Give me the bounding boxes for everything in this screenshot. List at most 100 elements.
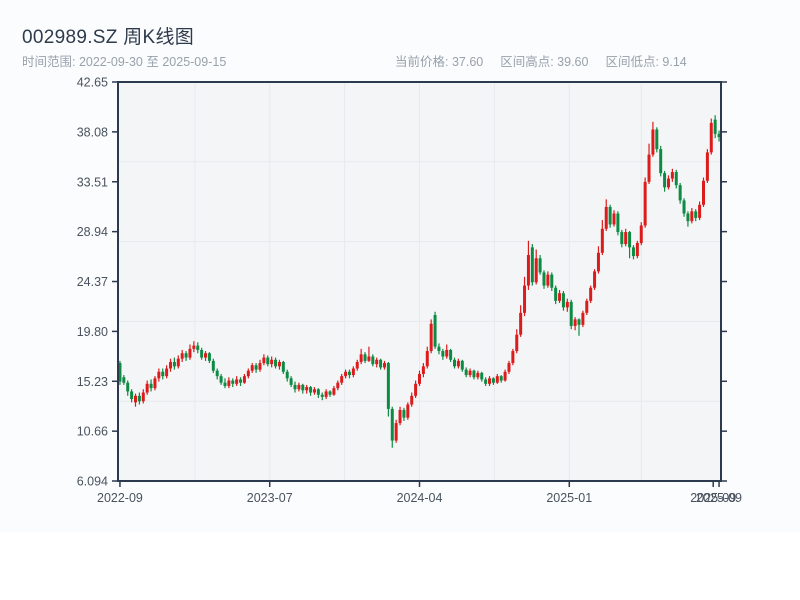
candle bbox=[678, 182, 682, 204]
candle bbox=[491, 377, 495, 385]
y-tick-label: 6.094 bbox=[77, 475, 108, 489]
candle-body bbox=[600, 228, 604, 253]
candle-body bbox=[410, 395, 414, 405]
candle bbox=[394, 419, 398, 443]
candle bbox=[359, 348, 363, 365]
candle bbox=[344, 369, 348, 379]
candle-body bbox=[309, 387, 313, 393]
candle bbox=[281, 360, 285, 374]
candle bbox=[449, 348, 453, 362]
candle-body bbox=[351, 368, 355, 376]
candle-body bbox=[390, 408, 394, 441]
candle-body bbox=[593, 271, 597, 288]
candle-body bbox=[332, 388, 336, 395]
candle bbox=[596, 246, 600, 274]
candle-body bbox=[355, 361, 359, 369]
candle-body bbox=[359, 354, 363, 362]
candle bbox=[472, 369, 476, 380]
candle-body bbox=[312, 389, 316, 393]
candle bbox=[523, 276, 527, 317]
candle bbox=[363, 352, 367, 364]
x-tick-label: 2025-09 bbox=[690, 491, 736, 505]
candle-body bbox=[484, 379, 488, 384]
candle-body bbox=[188, 348, 192, 358]
candle-body bbox=[581, 312, 585, 325]
candle bbox=[425, 346, 429, 369]
candle bbox=[612, 210, 616, 227]
candle-body bbox=[320, 394, 324, 397]
candle-body bbox=[698, 204, 702, 218]
candle bbox=[367, 346, 371, 362]
candle bbox=[157, 368, 161, 382]
y-tick-label: 24.37 bbox=[77, 275, 108, 289]
candle bbox=[161, 368, 165, 380]
candle-body bbox=[616, 213, 620, 233]
candle bbox=[351, 366, 355, 378]
candle-body bbox=[437, 346, 441, 352]
candle-body bbox=[371, 356, 375, 365]
candle bbox=[165, 365, 169, 379]
candle-body bbox=[569, 301, 573, 326]
candle bbox=[651, 121, 655, 157]
candle bbox=[196, 342, 200, 354]
candle-body bbox=[122, 377, 126, 383]
candle bbox=[336, 380, 340, 391]
candle-body bbox=[690, 211, 694, 222]
candle bbox=[616, 211, 620, 236]
candle bbox=[593, 269, 597, 290]
candle-body bbox=[340, 376, 344, 383]
candle-body bbox=[503, 371, 507, 381]
candle bbox=[379, 358, 383, 370]
candle bbox=[674, 169, 678, 189]
candle-body bbox=[663, 173, 667, 188]
candle bbox=[511, 348, 515, 366]
candle bbox=[390, 406, 394, 448]
y-tick-label: 19.80 bbox=[77, 325, 108, 339]
candle bbox=[569, 299, 573, 330]
candle bbox=[480, 371, 484, 382]
candle-body bbox=[561, 293, 565, 308]
candle bbox=[134, 393, 138, 407]
candle bbox=[639, 222, 643, 246]
candle-body bbox=[511, 351, 515, 364]
candle bbox=[631, 245, 635, 260]
y-tick-label: 15.23 bbox=[77, 375, 108, 389]
candle-body bbox=[546, 274, 550, 286]
candle bbox=[581, 310, 585, 328]
candle bbox=[270, 356, 274, 368]
candle bbox=[332, 385, 336, 396]
candle-body bbox=[425, 351, 429, 367]
candle bbox=[698, 201, 702, 221]
candle bbox=[561, 291, 565, 311]
candle-body bbox=[519, 312, 523, 335]
candle-body bbox=[694, 211, 698, 218]
candle-body bbox=[363, 354, 367, 361]
candle-body bbox=[453, 359, 457, 367]
y-tick-label: 28.94 bbox=[77, 225, 108, 239]
candle bbox=[484, 377, 488, 386]
candle-body bbox=[414, 383, 418, 396]
price-stats: 当前价格: 37.60 区间高点: 39.60 区间低点: 9.14 bbox=[395, 51, 687, 70]
candle-body bbox=[211, 360, 215, 371]
candle-body bbox=[180, 353, 184, 359]
candle-body bbox=[643, 181, 647, 226]
candle bbox=[663, 170, 667, 192]
candle-body bbox=[577, 319, 581, 325]
candle-body bbox=[449, 349, 453, 360]
candle bbox=[713, 115, 717, 139]
candle-body bbox=[565, 301, 569, 308]
candle-body bbox=[223, 382, 227, 386]
candle bbox=[538, 254, 542, 275]
candle-body bbox=[441, 351, 445, 357]
tick-labels: 42.65 38.08 33.51 28.94 24.37 19.80 15.23 10.66… bbox=[77, 76, 742, 506]
candle bbox=[456, 358, 460, 369]
candle-body bbox=[515, 334, 519, 352]
candle-body bbox=[130, 391, 134, 400]
candle-body bbox=[281, 361, 285, 372]
candle-body bbox=[231, 380, 235, 384]
candle-body bbox=[418, 373, 421, 384]
candle-body bbox=[678, 185, 682, 201]
candle-body bbox=[476, 372, 480, 378]
candle-body bbox=[666, 178, 670, 188]
candle bbox=[320, 392, 324, 401]
